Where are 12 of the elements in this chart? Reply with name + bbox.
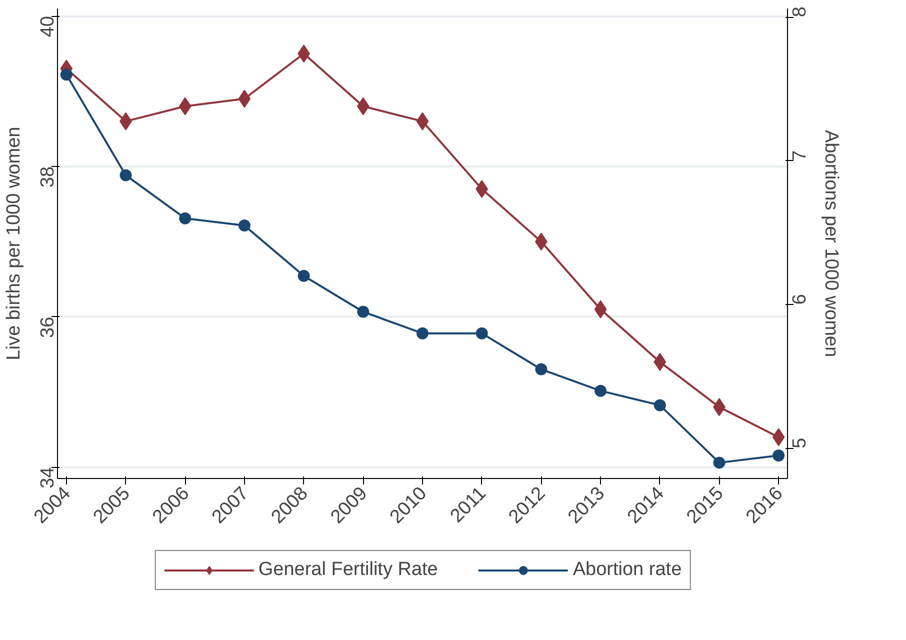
- y-tick-label: 36: [38, 316, 58, 338]
- y2-tick-label: 7: [790, 150, 810, 161]
- legend-label: General Fertility Rate: [258, 558, 438, 580]
- y2-tick-label: 5: [790, 438, 810, 448]
- y2-axis-title: Abortions per 1000 women: [820, 130, 842, 358]
- legend-label: Abortion rate: [572, 558, 682, 580]
- y-axis-title: Live births per 1000 women: [4, 126, 24, 360]
- y-tick-label: 40: [38, 16, 58, 38]
- y2-tick-label: 6: [790, 294, 810, 305]
- y-tick-label: 34: [38, 466, 58, 488]
- y-tick-label: 38: [38, 166, 58, 188]
- y2-tick-label: 8: [790, 6, 810, 18]
